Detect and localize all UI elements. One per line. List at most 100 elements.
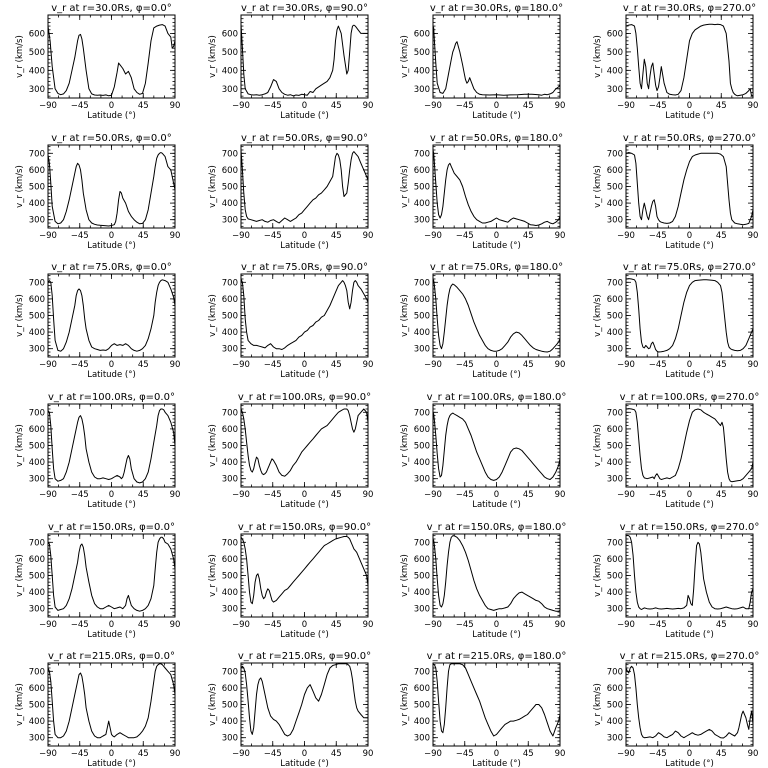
x-tick-label: 45: [716, 360, 727, 370]
y-tick-label: 500: [29, 312, 45, 322]
y-axis-label: v_r (km/s): [593, 683, 603, 726]
series-line: [47, 152, 176, 227]
y-axis-label: v_r (km/s): [15, 424, 25, 467]
x-tick-label: 90: [555, 360, 566, 370]
subplot-title: v_r at r=215.0Rs, φ=90.0°: [238, 651, 371, 662]
x-tick-label: −45: [456, 101, 474, 111]
y-tick-label: 400: [222, 588, 238, 598]
x-tick-label: 90: [555, 231, 566, 241]
y-tick-label: 600: [222, 684, 238, 694]
x-axis-label: Latitude (°): [87, 241, 136, 251]
y-tick-label: 600: [414, 166, 430, 176]
x-tick-label: 90: [170, 490, 181, 500]
series-line: [47, 536, 176, 612]
subplot-title: v_r at r=100.0Rs, φ=270.0°: [620, 392, 760, 403]
y-tick-label: 500: [414, 701, 430, 711]
x-tick-label: 90: [363, 490, 374, 500]
x-tick-label: −90: [424, 490, 442, 500]
x-tick-label: −90: [39, 749, 57, 759]
series-line: [625, 408, 754, 483]
y-tick-label: 700: [29, 408, 45, 418]
x-axis-label: Latitude (°): [280, 630, 329, 640]
y-tick-label: 700: [414, 408, 430, 418]
x-tick-label: −90: [424, 101, 442, 111]
y-axis-label: v_r (km/s): [15, 554, 25, 597]
x-tick-label: 0: [302, 749, 307, 759]
x-tick-label: 0: [687, 620, 692, 630]
y-tick-label: 700: [607, 667, 623, 677]
y-tick-label: 400: [29, 328, 45, 338]
y-axis-label: v_r (km/s): [400, 554, 410, 597]
x-tick-label: 90: [363, 749, 374, 759]
plot-frame: [47, 14, 176, 99]
y-tick-label: 400: [414, 588, 430, 598]
x-axis-label: Latitude (°): [280, 111, 329, 121]
subplot-r0-c2: v_r at r=30.0Rs, φ=180.0° −90 −45 0 45 90 300 4…: [400, 3, 565, 121]
y-tick-label: 500: [607, 312, 623, 322]
series-line: [240, 663, 368, 737]
y-tick-label: 300: [414, 85, 430, 95]
plot-frame: [47, 403, 176, 488]
subplot-r1-c2: v_r at r=50.0Rs, φ=180.0° −90 −45 0 45 90 300 4…: [400, 133, 565, 251]
x-tick-label: −45: [71, 101, 89, 111]
y-tick-label: 500: [414, 183, 430, 193]
x-tick-label: 0: [687, 101, 692, 111]
x-tick-label: −45: [71, 231, 89, 241]
plot-frame: [432, 533, 561, 618]
x-tick-label: −45: [456, 490, 474, 500]
y-axis-label: v_r (km/s): [400, 424, 410, 467]
y-tick-label: 600: [222, 29, 238, 39]
x-tick-label: −45: [264, 620, 282, 630]
subplot-r0-c1: v_r at r=30.0Rs, φ=90.0° −90 −45 0 45 90 300 40…: [208, 3, 373, 121]
x-axis-label: Latitude (°): [87, 759, 136, 768]
subplot-title: v_r at r=150.0Rs, φ=270.0°: [620, 522, 760, 533]
y-tick-label: 400: [414, 458, 430, 468]
plot-frame: [240, 533, 369, 618]
x-tick-label: −90: [232, 360, 250, 370]
subplot-title: v_r at r=30.0Rs, φ=90.0°: [241, 3, 368, 14]
subplot-r5-c0: v_r at r=215.0Rs, φ=0.0° −90 −45 0 45 90 300 40…: [15, 651, 180, 768]
x-tick-label: −90: [39, 360, 57, 370]
x-tick-label: −45: [649, 231, 667, 241]
y-tick-label: 500: [29, 442, 45, 452]
x-axis-label: Latitude (°): [472, 241, 521, 251]
x-tick-label: 45: [138, 101, 149, 111]
x-tick-label: 90: [170, 620, 181, 630]
series-line: [240, 408, 369, 477]
x-tick-label: 0: [302, 620, 307, 630]
y-tick-label: 300: [222, 475, 238, 485]
y-tick-label: 600: [414, 555, 430, 565]
y-tick-label: 600: [29, 425, 45, 435]
y-axis-label: v_r (km/s): [208, 35, 218, 78]
y-tick-label: 600: [607, 684, 623, 694]
series-line: [240, 149, 369, 224]
x-tick-label: 90: [555, 490, 566, 500]
y-tick-label: 400: [222, 199, 238, 209]
x-tick-label: −90: [232, 620, 250, 630]
y-tick-label: 300: [222, 605, 238, 615]
x-tick-label: −45: [456, 620, 474, 630]
y-tick-label: 500: [29, 48, 45, 58]
y-tick-label: 400: [29, 458, 45, 468]
plot-frame: [625, 533, 754, 618]
x-tick-label: 0: [494, 360, 499, 370]
y-tick-label: 600: [222, 555, 238, 565]
x-tick-label: 45: [331, 231, 342, 241]
y-tick-label: 700: [222, 408, 238, 418]
y-tick-label: 700: [222, 278, 238, 288]
x-tick-label: −45: [649, 490, 667, 500]
x-tick-label: 0: [494, 620, 499, 630]
x-tick-label: −90: [39, 490, 57, 500]
y-tick-label: 300: [29, 734, 45, 744]
y-tick-label: 300: [29, 216, 45, 226]
y-tick-label: 500: [29, 183, 45, 193]
x-tick-label: 0: [687, 231, 692, 241]
y-tick-label: 400: [222, 328, 238, 338]
subplot-title: v_r at r=100.0Rs, φ=180.0°: [427, 392, 567, 403]
y-axis-label: v_r (km/s): [593, 294, 603, 337]
x-tick-label: −45: [456, 360, 474, 370]
y-tick-label: 500: [414, 442, 430, 452]
y-tick-label: 500: [607, 701, 623, 711]
y-axis-label: v_r (km/s): [15, 294, 25, 337]
